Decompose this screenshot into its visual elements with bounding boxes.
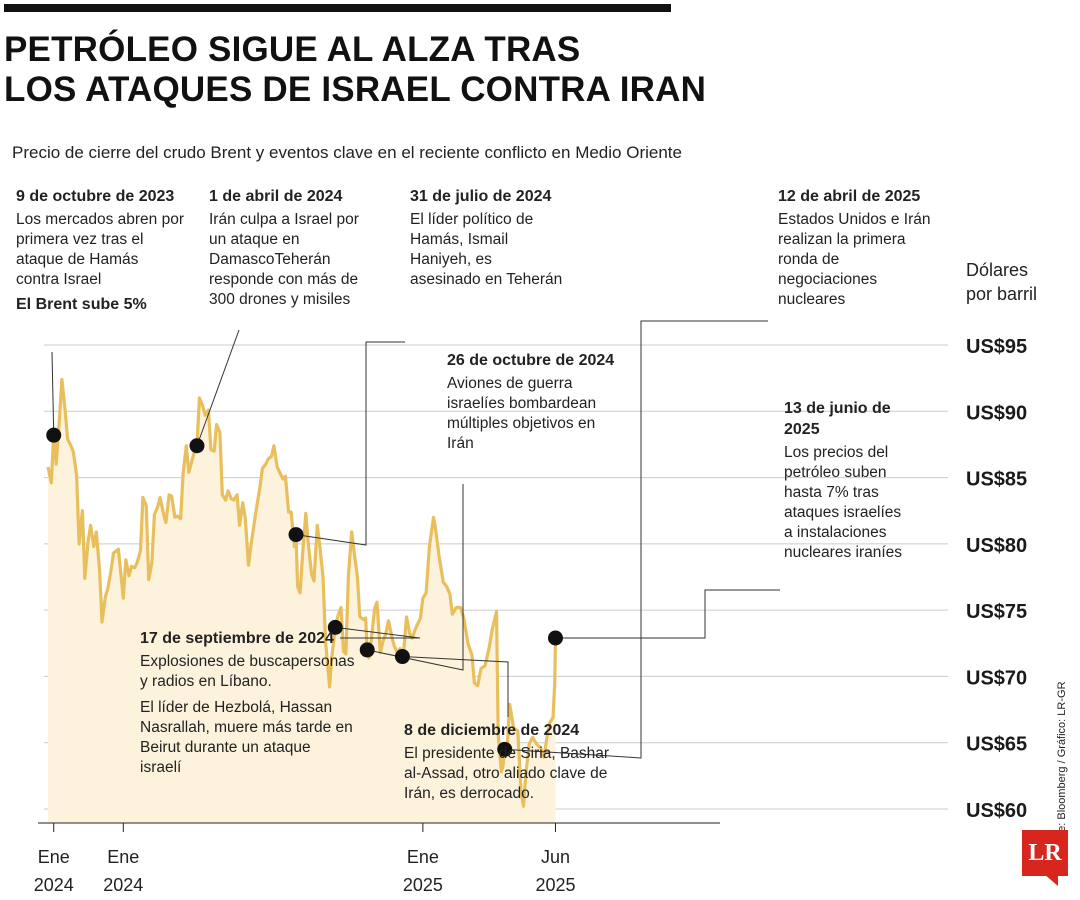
event-marker-sep-2024: [327, 619, 343, 635]
leader-line-oct-2023: [51, 351, 55, 436]
annotation-apr-2024: 1 de abril de 2024 Irán culpa a Israel p…: [209, 186, 399, 310]
leader-line-apr-2025: [504, 320, 768, 759]
annotation-date: 26 de octubre de 2024: [447, 352, 615, 369]
annotation-date: 31 de julio de 2024: [410, 188, 552, 205]
annotation-oct-2024: 26 de octubre de 2024 Aviones de guerra …: [447, 350, 647, 454]
event-marker-apr-2024: [189, 438, 205, 454]
price-line-layer: [46, 377, 558, 808]
y-tick-label: US$70: [966, 667, 1027, 689]
x-tick-label: 2025: [535, 875, 575, 895]
event-marker-jun-2025: [547, 630, 563, 646]
y-axis-unit-label: Dólares por barril: [966, 260, 1038, 304]
event-marker-oct-2023: [46, 427, 62, 443]
leader-line-sep-2024: [335, 626, 421, 639]
title-line-1: PETRÓLEO SIGUE AL ALZA TRAS: [4, 30, 581, 69]
y-tick-label: US$65: [966, 734, 1027, 756]
y-tick-label: US$95: [966, 336, 1027, 358]
event-marker-oct-2024: [359, 642, 375, 658]
leader-lines: [51, 320, 780, 759]
lr-logo: LR: [1022, 830, 1068, 876]
x-tick-label: 2024: [103, 875, 143, 895]
area-fill: [48, 379, 556, 823]
brent-price-line: [46, 377, 558, 808]
title-line-2: LOS ATAQUES DE ISRAEL CONTRA IRAN: [4, 70, 707, 109]
annotation-jul-2024: 31 de julio de 2024 El líder político de…: [410, 186, 610, 290]
chart-title: PETRÓLEO SIGUE AL ALZA TRAS LOS ATAQUES …: [4, 30, 804, 110]
event-marker-apr-2025: [497, 741, 513, 757]
annotation-text: El líder político de Hamás, Ismail Haniy…: [410, 211, 563, 288]
annotation-jun-2025: 13 de junio de 2025 Los precios del petr…: [784, 398, 924, 563]
x-axis-labels: Ene 2024 Ene 2024 Ene 2025 Jun 2025: [34, 822, 720, 895]
annotation-oct-2023: 9 de octubre de 2023 Los mercados abren …: [16, 186, 206, 315]
annotation-date: 8 de diciembre de 2024: [404, 722, 580, 739]
y-tick-label: US$80: [966, 535, 1027, 557]
annotation-sep-2024: 17 de septiembre de 2024 Explosiones de …: [140, 628, 380, 778]
annotation-highlight: El Brent sube 5%: [16, 296, 147, 313]
leader-line-jun-2025: [555, 589, 780, 639]
chart-subtitle: Precio de cierre del crudo Brent y event…: [12, 143, 682, 162]
y-axis-labels: US$95 US$90 US$85 US$80 US$75 US$70 US$65 US$60: [966, 336, 1027, 822]
annotation-text: Irán culpa a Israel por un ataque en Dam…: [209, 211, 359, 308]
x-tick-label: Ene: [107, 847, 139, 867]
annotation-date: 1 de abril de 2024: [209, 188, 343, 205]
annotation-text: Explosiones de buscapersonas y radios en…: [140, 653, 355, 690]
annotation-text: Los mercados abren por primera vez tras …: [16, 211, 185, 288]
annotation-text: Aviones de guerra israelíes bombardean m…: [447, 375, 597, 452]
top-rule: [4, 4, 671, 12]
y-tick-label: US$75: [966, 601, 1027, 623]
lr-logo-tail: [1044, 874, 1058, 886]
leader-line-jul-2024: [295, 341, 405, 546]
area-fill-layer: [48, 379, 556, 823]
annotation-text-secondary: El líder de Hezbolá, Hassan Nasrallah, m…: [140, 699, 353, 776]
annotation-text: El presidente de Siria, Bashar al-Assad,…: [404, 745, 610, 802]
event-markers: [46, 427, 563, 757]
event-marker-dec-2024: [394, 649, 410, 665]
annotation-apr-2025: 12 de abril de 2025 Estados Unidos e Irá…: [778, 186, 958, 310]
y-tick-label: US$60: [966, 800, 1027, 822]
x-tick-label: Jun: [541, 847, 570, 867]
annotation-text: Estados Unidos e Irán realizan la primer…: [778, 211, 931, 308]
y-tick-label: US$90: [966, 402, 1027, 424]
x-tick-label: Ene: [38, 847, 70, 867]
annotation-date: 9 de octubre de 2023: [16, 188, 175, 205]
annotation-dec-2024: 8 de diciembre de 2024 El presidente de …: [404, 720, 644, 804]
leader-line-apr-2024: [196, 329, 240, 446]
annotation-date: 12 de abril de 2025: [778, 188, 921, 205]
x-tick-label: 2024: [34, 875, 74, 895]
annotation-date: 17 de septiembre de 2024: [140, 630, 334, 647]
x-tick-label: Ene: [407, 847, 439, 867]
leader-line-dec-2024: [402, 656, 509, 717]
annotation-text: Los precios del petróleo suben hasta 7% …: [784, 444, 903, 561]
x-tick-label: 2025: [403, 875, 443, 895]
event-marker-jul-2024: [288, 527, 304, 543]
annotation-date: 13 de junio de 2025: [784, 400, 891, 438]
y-tick-label: US$85: [966, 469, 1027, 491]
